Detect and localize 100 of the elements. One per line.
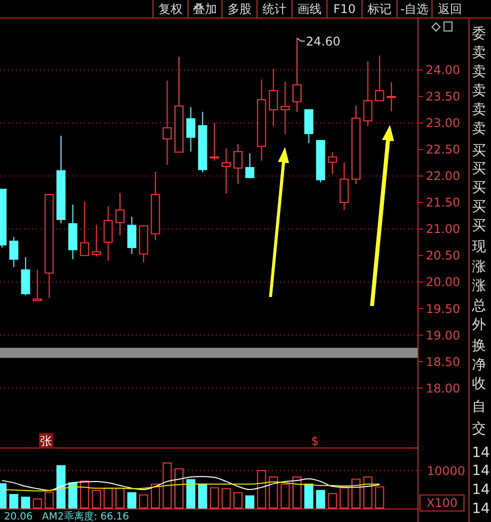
text: 10000 <box>426 464 466 478</box>
text: 外 <box>472 316 486 333</box>
bar <box>245 495 254 508</box>
text: 14: <box>472 482 491 498</box>
text: 买 <box>472 142 486 159</box>
text: 买 <box>472 160 486 177</box>
text: 卖 <box>472 64 486 80</box>
candlestick <box>363 60 372 127</box>
bar <box>80 480 90 508</box>
annotation: 张 <box>40 434 52 448</box>
bar <box>44 492 54 508</box>
text: 标记 <box>366 2 392 16</box>
text: 多股 <box>228 2 252 16</box>
text: X100 <box>426 496 458 510</box>
candlestick <box>32 269 42 302</box>
bar <box>222 488 231 508</box>
text: 涨 <box>472 258 486 275</box>
bar <box>127 492 136 508</box>
bar <box>68 482 78 508</box>
bar <box>210 487 219 508</box>
text: 14: <box>472 444 491 461</box>
bar <box>139 494 148 508</box>
candlestick <box>21 256 30 296</box>
y-tick-label: 19.00 <box>426 328 460 342</box>
y-tick-label: 23.50 <box>426 90 460 104</box>
candlestick <box>386 82 396 112</box>
bar <box>233 492 243 508</box>
bar <box>162 462 172 508</box>
candlestick <box>104 206 113 262</box>
text: 卖 <box>472 44 486 61</box>
text: 买 <box>472 218 486 234</box>
candlestick <box>375 55 384 102</box>
candlestick <box>210 122 219 162</box>
candlestick <box>9 236 18 268</box>
y-tick-label: 20.50 <box>426 248 460 263</box>
bar <box>292 476 302 508</box>
bar <box>340 487 349 508</box>
y-tick-label: 18.00 <box>426 381 460 396</box>
text: 收 <box>472 376 486 392</box>
y-tick-label: 22.50 <box>426 142 460 157</box>
bar <box>351 478 361 508</box>
bar <box>150 484 160 508</box>
bar <box>174 468 184 508</box>
bar <box>198 484 208 508</box>
bar <box>115 488 125 508</box>
text: 卖 <box>472 120 486 137</box>
candlestick <box>245 152 254 178</box>
text: 画线 <box>298 2 322 16</box>
y-tick-label: 22.00 <box>426 169 460 184</box>
text: 换 <box>472 338 486 354</box>
bar <box>375 486 384 508</box>
candlestick <box>233 144 243 184</box>
y-tick-label: 18.50 <box>426 354 460 369</box>
bar <box>9 494 18 508</box>
text: 总 <box>471 298 486 314</box>
candlestick <box>127 216 136 254</box>
bar <box>186 479 196 508</box>
candlestick <box>115 192 125 236</box>
bar <box>92 490 101 508</box>
y-tick-label: 20.00 <box>426 275 460 290</box>
text: 返回 <box>438 2 462 16</box>
candlestick <box>186 106 196 152</box>
text: 20.06 <box>4 512 33 522</box>
bar <box>304 484 314 508</box>
text: 叠加 <box>193 2 217 16</box>
text: 交 <box>472 420 486 437</box>
bar <box>316 490 326 508</box>
text: 现 <box>472 238 486 255</box>
y-tick-label: 23.00 <box>426 116 460 130</box>
candlestick <box>268 68 278 127</box>
bar <box>328 493 337 508</box>
candlestick <box>292 38 302 112</box>
bar <box>104 488 113 508</box>
y-tick-label: 19.50 <box>426 302 460 316</box>
text: 净 <box>472 356 486 373</box>
bar <box>32 498 42 508</box>
text: 卖 <box>472 82 486 99</box>
text: 复权 <box>158 2 182 16</box>
text: 统计 <box>262 2 286 16</box>
candlestick <box>80 200 90 256</box>
candlestick <box>92 224 101 258</box>
text: -自选 <box>400 2 429 16</box>
annotation: 24.60 <box>306 34 340 48</box>
text: 卖 <box>472 102 486 118</box>
bar <box>268 476 278 508</box>
text: 自 <box>472 398 486 415</box>
text: 14: <box>472 500 491 517</box>
y-tick-label: 24.00 <box>426 63 460 78</box>
bar <box>363 476 372 508</box>
bar <box>56 465 66 508</box>
text: F10 <box>333 2 356 16</box>
y-tick-label: 21.00 <box>426 222 460 236</box>
y-tick-label: 21.50 <box>426 196 460 210</box>
candlestick <box>304 109 314 144</box>
text: AM2乖离度: 66.16 <box>42 510 130 522</box>
bar <box>21 496 30 508</box>
annotation: $ <box>311 434 319 448</box>
candlestick <box>340 162 349 210</box>
text: 买 <box>472 198 486 215</box>
bar <box>280 484 290 508</box>
